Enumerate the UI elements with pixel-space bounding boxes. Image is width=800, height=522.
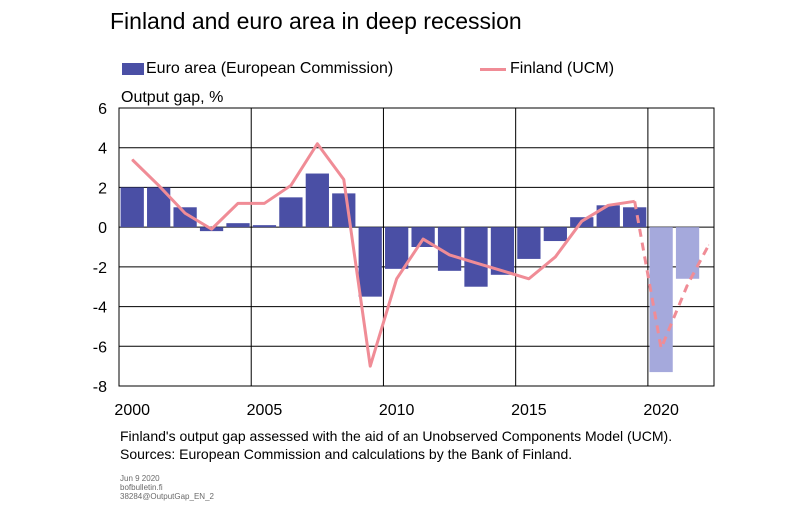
- chart-title: Finland and euro area in deep recession: [110, 8, 522, 34]
- point-finland-2021.8: [708, 244, 710, 246]
- point-finland-2018: [607, 204, 609, 206]
- bar-euro-area-2015: [517, 227, 541, 259]
- line-finland-forecast: [633, 201, 711, 350]
- meta-site: bofbulletin.fi: [120, 483, 163, 492]
- point-finland-2006: [290, 184, 292, 186]
- point-finland-2012: [449, 254, 451, 256]
- point-finland-2010: [396, 278, 398, 280]
- legend-euro-swatch: [122, 63, 144, 75]
- bar-euro-area-2012: [437, 227, 462, 271]
- y-tick-label: -8: [93, 379, 107, 396]
- bar-euro-area-2004: [226, 223, 250, 228]
- bar-euro-area-2013: [464, 227, 488, 287]
- bar-euro-area-2007: [305, 173, 329, 228]
- bar-euro-area-2001: [147, 187, 171, 228]
- point-finland-2008: [343, 178, 345, 180]
- y-tick-label: -4: [93, 300, 107, 317]
- bar-euro-area-2002: [173, 207, 197, 228]
- legend-finland: Finland (UCM): [480, 60, 614, 78]
- bar-euro-area-2008: [332, 193, 356, 228]
- point-finland-2017: [581, 220, 583, 222]
- point-finland-2007: [316, 143, 318, 145]
- bar-euro-area-2021: [675, 227, 700, 279]
- legend-euro-area: Euro area (European Commission): [122, 60, 393, 78]
- point-finland-2001: [158, 184, 160, 186]
- x-tick-label: 2005: [247, 402, 283, 419]
- legend-finland-swatch: [480, 67, 506, 71]
- y-tick-label: 6: [98, 101, 107, 118]
- line-finland: [131, 142, 635, 368]
- point-finland-2019: [634, 200, 636, 202]
- point-finland-2015: [528, 278, 530, 280]
- y-axis-label: Output gap, %: [121, 89, 224, 106]
- bar-euro-area-2019: [623, 207, 647, 228]
- meta-date: Jun 9 2020: [120, 474, 160, 483]
- x-tick-label: 2020: [643, 402, 679, 419]
- legend-finland-label: Finland (UCM): [510, 60, 615, 77]
- bar-euro-area-2020: [649, 227, 673, 373]
- meta-id: 38284@OutputGap_EN_2: [120, 492, 214, 501]
- bar-euro-area-2018: [596, 205, 620, 228]
- point-finland-2014: [501, 270, 503, 272]
- x-tick-label: 2015: [511, 402, 547, 419]
- legend-euro-label: Euro area (European Commission): [146, 60, 394, 77]
- y-tick-label: -2: [93, 260, 107, 277]
- x-tick-label: 2010: [379, 402, 415, 419]
- point-finland-2011: [422, 238, 424, 240]
- plot-frame: [118, 107, 715, 387]
- x-tick-label: 2000: [114, 402, 150, 419]
- point-finland-2013: [475, 262, 477, 264]
- bar-euro-area-2009: [358, 227, 382, 297]
- point-finland-2005: [263, 202, 265, 204]
- footnote-sources: Sources: European Commission and calcula…: [120, 446, 573, 462]
- bar-euro-area-2014: [490, 227, 515, 275]
- bar-euro-area-2006: [279, 197, 303, 228]
- y-tick-label: 4: [98, 141, 107, 158]
- footnote-method: Finland's output gap assessed with the a…: [120, 428, 673, 444]
- bar-euro-area-2005: [252, 225, 277, 228]
- bar-euro-area-2016: [543, 227, 567, 242]
- point-finland-2021: [687, 284, 689, 286]
- point-finland-2002: [184, 212, 186, 214]
- point-finland-2009: [369, 365, 371, 367]
- y-tick-label: 0: [98, 220, 107, 237]
- bar-euro-area-2010: [385, 227, 409, 269]
- y-tick-label: 2: [98, 180, 107, 197]
- point-finland-2020: [660, 347, 662, 349]
- point-finland-2004: [237, 202, 239, 204]
- point-finland-2003: [211, 228, 213, 230]
- bar-euro-area-2000: [120, 187, 144, 228]
- y-tick-label: -6: [93, 339, 107, 356]
- point-finland-2016: [554, 256, 556, 258]
- point-finland-2000: [131, 159, 133, 161]
